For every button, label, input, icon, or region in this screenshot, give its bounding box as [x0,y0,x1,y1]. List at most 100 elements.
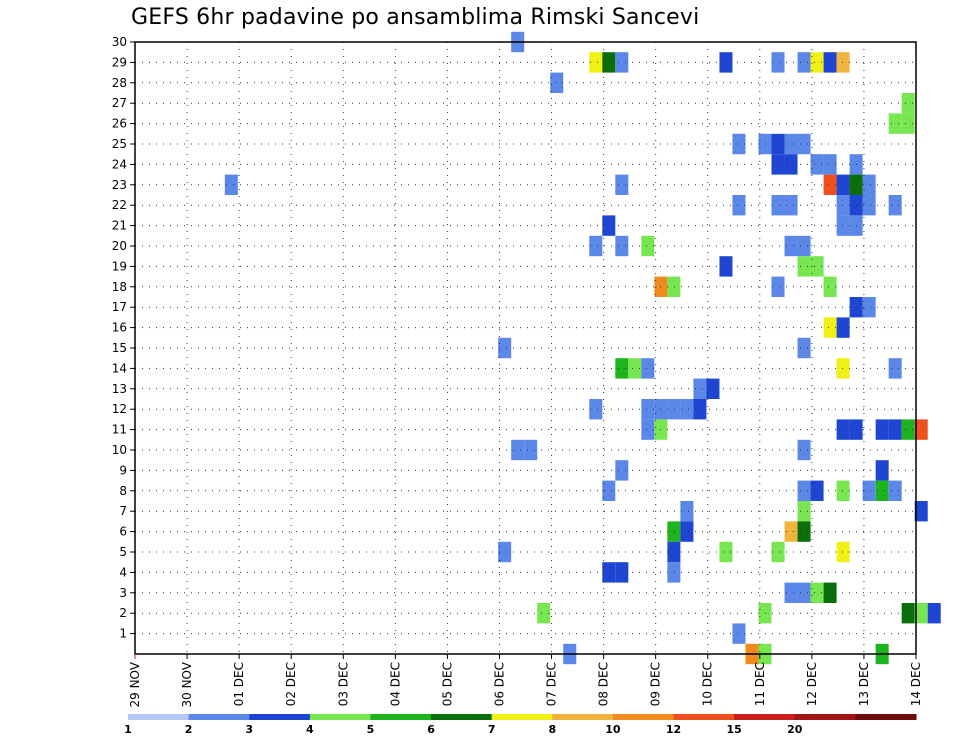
heatmap-cell [719,256,733,277]
heatmap-cell [797,480,811,501]
heatmap-cell [797,521,811,542]
y-tick-label: 30 [112,35,127,49]
x-tick-label: 29 NOV [128,661,142,707]
heatmap-cell [732,195,746,216]
colorbar-swatch [552,714,614,720]
y-tick-label: 29 [112,55,127,69]
heatmap-cell [784,133,798,155]
heatmap-cell [641,399,655,420]
heatmap-cell [784,154,798,175]
heatmap-cell [732,133,746,155]
y-tick-label: 23 [112,178,127,192]
heatmap-cell [810,256,824,277]
heatmap-cell [797,52,811,73]
heatmap-cell [693,378,707,399]
heatmap-cell [888,480,902,501]
heatmap-cell [797,439,811,461]
heatmap-cell [875,460,889,481]
colorbar-label: 3 [245,723,253,736]
heatmap-cell [823,276,837,297]
heatmap-cell [693,399,707,420]
heatmap-cell [602,562,616,583]
y-tick-label: 22 [112,198,127,212]
heatmap-cell [628,358,642,379]
colorbar-label: 7 [488,723,496,736]
heatmap-cell [615,562,629,583]
colorbar-label: 4 [306,723,314,736]
heatmap-cell [797,256,811,277]
heatmap-cells [224,31,941,665]
heatmap-cell [888,358,902,379]
x-tick-label: 02 DEC [284,662,298,706]
heatmap-cell [862,297,876,318]
heatmap-cell [836,419,850,440]
heatmap-cell [810,154,824,175]
heatmap-cell [836,174,850,195]
x-tick-label: 05 DEC [440,662,454,706]
colorbar-swatch [855,714,917,720]
heatmap-cell [914,419,928,440]
heatmap-cell [862,174,876,195]
heatmap-cell [888,113,902,134]
heatmap-cell [615,174,629,195]
heatmap-cell [589,235,603,257]
heatmap-cell [537,603,551,624]
colorbar-label: 1 [124,723,132,736]
heatmap-cell [771,541,785,563]
heatmap-cell [875,419,889,440]
heatmap-cell [589,52,603,73]
y-tick-label: 12 [112,402,127,416]
heatmap-cell [888,195,902,216]
heatmap-cell [771,195,785,216]
x-tick-label: 01 DEC [232,662,246,706]
heatmap-cell [810,480,824,501]
heatmap-cell [615,52,629,73]
y-tick-label: 25 [112,137,127,151]
heatmap-cell [641,358,655,379]
y-tick-label: 13 [112,382,127,396]
heatmap-cell [836,480,850,501]
heatmap-cell [862,195,876,216]
colorbar-label: 8 [548,723,556,736]
heatmap-cell [914,603,928,624]
colorbar-swatch [370,714,432,720]
heatmap-cell [680,501,694,522]
y-tick-label: 15 [112,341,127,355]
y-tick-label: 1 [119,627,127,641]
y-tick-label: 27 [112,96,127,110]
colorbar-label: 2 [185,723,193,736]
heatmap-cell [797,133,811,155]
heatmap-cell [914,501,928,522]
heatmap-cell [524,439,538,461]
heatmap-cell [901,419,915,440]
y-tick-label: 9 [119,463,127,477]
y-tick-label: 24 [112,157,127,171]
heatmap-cell [719,52,733,73]
y-tick-label: 3 [119,586,127,600]
heatmap-cell [641,419,655,440]
heatmap-cell [797,337,811,359]
colorbar-swatch [794,714,856,720]
y-tick-label: 18 [112,280,127,294]
y-tick-label: 6 [119,525,127,539]
heatmap-cell [498,541,512,563]
x-tick-label: 12 DEC [805,662,819,706]
heatmap-cell [797,501,811,522]
heatmap-cell [224,174,238,195]
heatmap-cell [797,582,811,603]
heatmap-cell [875,480,889,501]
heatmap-cell [901,603,915,624]
y-tick-label: 8 [119,484,127,498]
heatmap-cell [784,582,798,603]
heatmap-cell [810,582,824,603]
heatmap-cell [901,93,915,114]
y-tick-label: 17 [112,300,127,314]
x-tick-label: 13 DEC [857,662,871,706]
colorbar-swatch [249,714,311,720]
heatmap-cell [836,541,850,563]
heatmap-cell [615,358,629,379]
heatmap-cell [836,358,850,379]
heatmap-cell [823,154,837,175]
heatmap-cell [589,399,603,420]
